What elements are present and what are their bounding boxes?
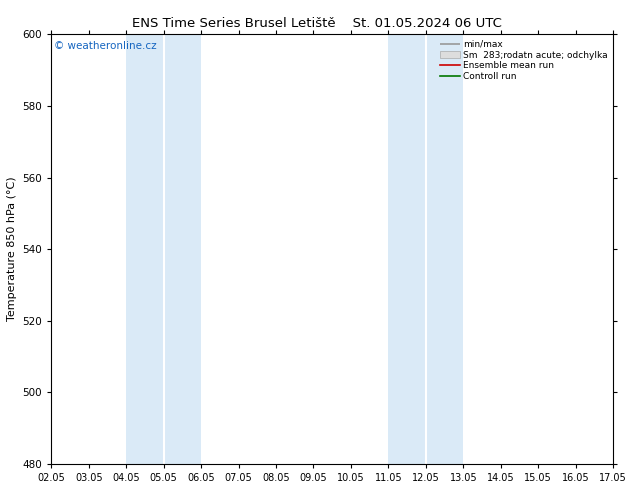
- Bar: [164, 34, 201, 464]
- Bar: [426, 34, 463, 464]
- Legend: min/max, Sm  283;rodatn acute; odchylka, Ensemble mean run, Controll run: min/max, Sm 283;rodatn acute; odchylka, …: [437, 37, 611, 84]
- Text: ENS Time Series Brusel Letiště    St. 01.05.2024 06 UTC: ENS Time Series Brusel Letiště St. 01.05…: [132, 17, 502, 30]
- Y-axis label: Temperature 850 hPa (°C): Temperature 850 hPa (°C): [7, 177, 17, 321]
- Text: © weatheronline.cz: © weatheronline.cz: [54, 41, 157, 51]
- Bar: [126, 34, 164, 464]
- Bar: [389, 34, 426, 464]
